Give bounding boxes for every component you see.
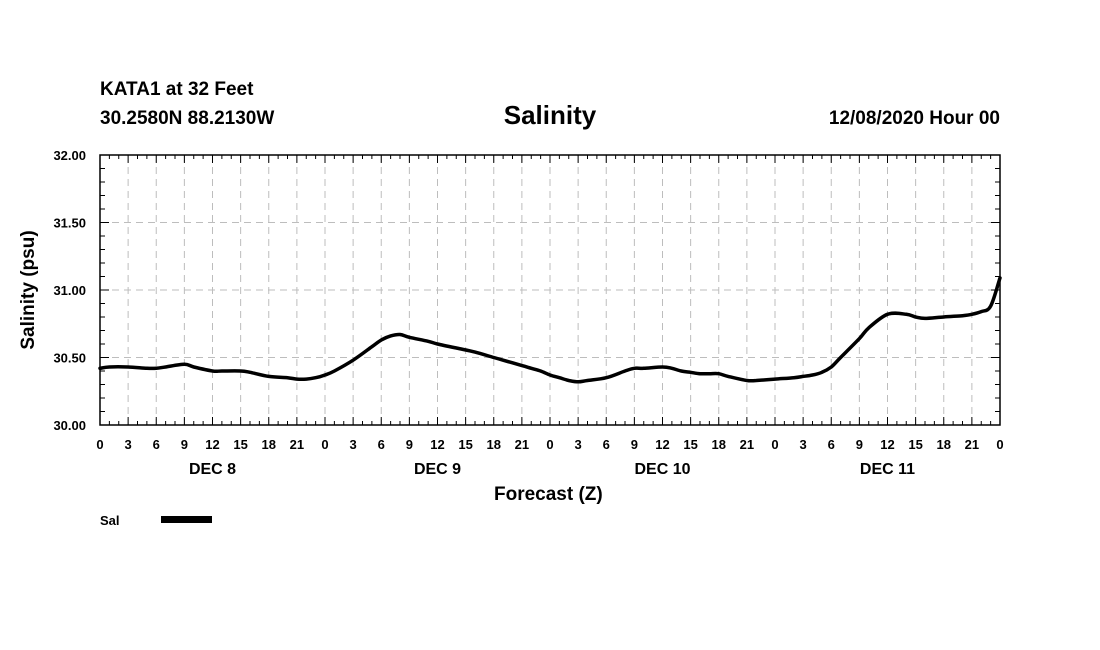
- x-tick-label: 3: [350, 437, 357, 452]
- x-tick-label: 0: [996, 437, 1003, 452]
- x-tick-label: 9: [856, 437, 863, 452]
- y-tick-label: 30.00: [53, 418, 86, 433]
- x-tick-label: 0: [771, 437, 778, 452]
- x-tick-label: 9: [181, 437, 188, 452]
- x-tick-label: 15: [908, 437, 922, 452]
- y-tick-label: 32.00: [53, 148, 86, 163]
- x-tick-label: 6: [603, 437, 610, 452]
- x-tick-label: 15: [233, 437, 247, 452]
- day-labels: DEC 8 DEC 9 DEC 10 DEC 11: [189, 461, 915, 478]
- x-tick-label: 6: [828, 437, 835, 452]
- x-tick-label: 12: [655, 437, 669, 452]
- day-label: DEC 9: [414, 461, 461, 478]
- station-label: KATA1 at 32 Feet: [100, 79, 254, 100]
- legend-swatch: [161, 516, 212, 523]
- chart-title: Salinity: [504, 100, 597, 130]
- x-tick-label: 12: [205, 437, 219, 452]
- x-tick-label: 21: [740, 437, 754, 452]
- y-axis-tick-labels: 30.00 30.50 31.00 31.50 32.00: [53, 148, 86, 433]
- x-tick-label: 9: [406, 437, 413, 452]
- x-tick-label: 3: [575, 437, 582, 452]
- x-tick-label: 0: [96, 437, 103, 452]
- y-axis-label: Salinity (psu): [18, 230, 39, 349]
- datetime-label: 12/08/2020 Hour 00: [829, 108, 1000, 129]
- x-tick-label: 18: [937, 437, 951, 452]
- x-tick-label: 12: [880, 437, 894, 452]
- y-tick-label: 30.50: [53, 351, 86, 366]
- x-tick-label: 9: [631, 437, 638, 452]
- coordinates-label: 30.2580N 88.2130W: [100, 108, 274, 129]
- x-tick-label: 15: [683, 437, 697, 452]
- x-tick-label: 21: [290, 437, 304, 452]
- grid-lines: [100, 155, 1000, 425]
- x-axis-label: Forecast (Z): [494, 484, 603, 505]
- legend-label: Sal: [100, 513, 120, 528]
- x-tick-label: 6: [378, 437, 385, 452]
- day-label: DEC 11: [860, 461, 915, 478]
- x-tick-label: 6: [153, 437, 160, 452]
- x-tick-label: 12: [430, 437, 444, 452]
- x-tick-label: 18: [262, 437, 276, 452]
- y-tick-label: 31.00: [53, 283, 86, 298]
- x-tick-label: 18: [487, 437, 501, 452]
- x-tick-label: 0: [321, 437, 328, 452]
- series-line-sal: [98, 276, 1002, 384]
- x-tick-label: 3: [800, 437, 807, 452]
- x-tick-label: 18: [712, 437, 726, 452]
- day-label: DEC 8: [189, 461, 236, 478]
- x-tick-label: 0: [546, 437, 553, 452]
- y-tick-label: 31.50: [53, 216, 86, 231]
- x-tick-label: 21: [515, 437, 529, 452]
- x-axis-tick-labels: 0 3 6 9 12 15 18 21 0 3 6 9 12 15 18 21 0 3 6 9 12 15 18 21 0 3 6 9…: [96, 437, 1003, 452]
- x-tick-label: 15: [458, 437, 472, 452]
- day-label: DEC 10: [634, 461, 690, 478]
- x-tick-label: 3: [125, 437, 132, 452]
- plot-frame: [99, 154, 1001, 426]
- x-tick-label: 21: [965, 437, 979, 452]
